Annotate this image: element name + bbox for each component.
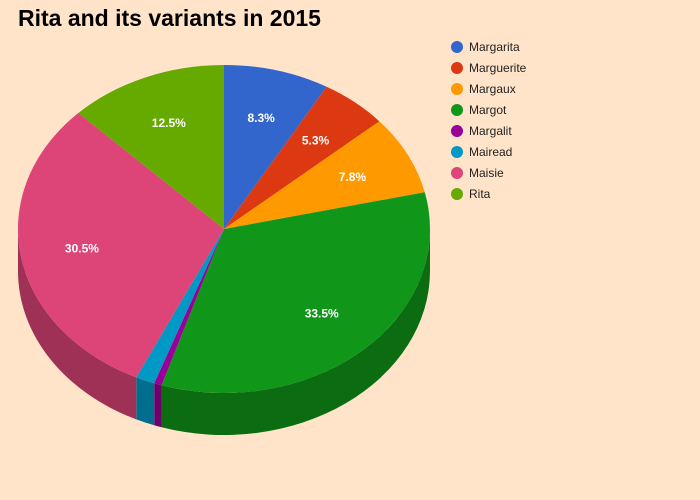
legend-swatch [451, 145, 463, 158]
legend-item-margot[interactable]: Margot [451, 99, 526, 120]
legend-label: Margaux [469, 81, 516, 96]
pie-slice-margaux [224, 121, 425, 229]
legend-label: Margarita [469, 39, 520, 54]
pie-side-mairead [136, 377, 155, 426]
pie-slice-rita [78, 65, 225, 229]
legend: Margarita Marguerite Margaux Margot Margalit… [451, 36, 526, 204]
legend-swatch [451, 166, 463, 179]
slice-label-maisie: 30.5% [65, 242, 99, 256]
pie-side-margot [161, 229, 431, 435]
slice-label-margaux: 7.8% [339, 170, 367, 184]
pie-slice-margarita [224, 65, 327, 229]
legend-label: Maisie [469, 165, 504, 180]
legend-label: Margalit [469, 123, 512, 138]
slice-label-margot: 33.5% [305, 306, 339, 320]
legend-swatch [451, 124, 463, 137]
pie-slice-margalit [154, 229, 224, 386]
slice-label-rita: 12.5% [152, 116, 186, 130]
pie-side-margalit [154, 383, 162, 428]
legend-label: Mairead [469, 144, 513, 159]
pie-slice-maisie [17, 113, 225, 378]
legend-swatch [451, 103, 463, 116]
pie-slice-marguerite [224, 86, 380, 229]
legend-label: Rita [469, 186, 491, 201]
legend-item-margarita[interactable]: Margarita [451, 36, 526, 57]
legend-swatch [451, 61, 463, 74]
legend-label: Marguerite [469, 60, 527, 75]
legend-item-rita[interactable]: Rita [451, 183, 526, 204]
legend-swatch [451, 40, 463, 53]
legend-swatch [451, 82, 463, 95]
legend-item-maisie[interactable]: Maisie [451, 162, 526, 183]
legend-item-mairead[interactable]: Mairead [451, 141, 526, 162]
pie-side-maisie [18, 229, 137, 420]
chart-title: Rita and its variants in 2015 [18, 5, 321, 31]
legend-item-margalit[interactable]: Margalit [451, 120, 526, 141]
legend-item-marguerite[interactable]: Marguerite [451, 57, 526, 78]
pie-slice-mairead [136, 229, 224, 384]
legend-label: Margot [469, 102, 507, 117]
legend-swatch [451, 187, 463, 200]
slice-label-marguerite: 5.3% [302, 133, 330, 147]
legend-item-margaux[interactable]: Margaux [451, 78, 526, 99]
pie-slice-margot [161, 192, 430, 393]
slice-label-margarita: 8.3% [247, 111, 275, 125]
